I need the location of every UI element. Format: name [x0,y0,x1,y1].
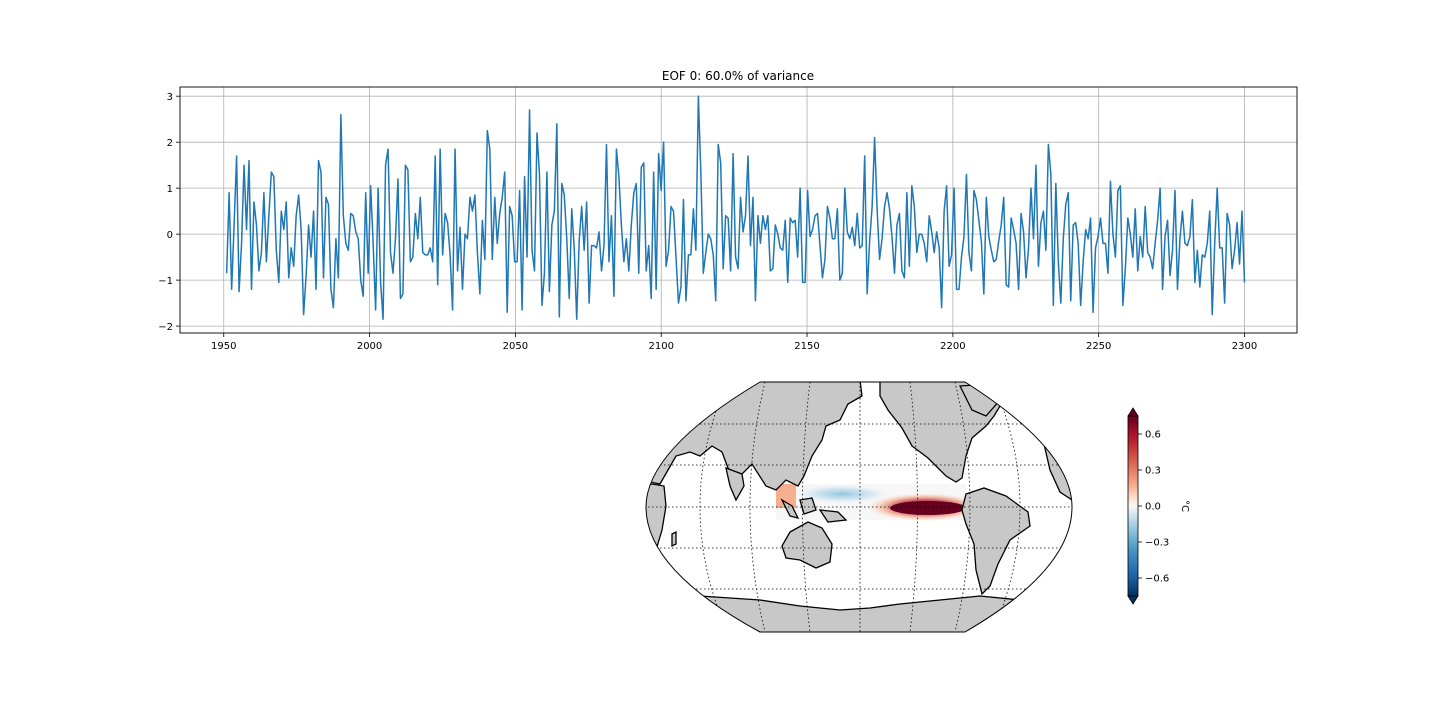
x-tick-label: 2300 [1232,341,1257,352]
x-tick-label: 2200 [940,341,965,352]
plot-frame [179,86,1298,334]
axis-ticks: 1950 2000 2050 2100 2150 2200 2250 2300 −2 −1 0 1 2 3 [158,92,1257,352]
land-australia [781,521,833,569]
land-new-guinea [818,509,848,523]
land-india [725,466,745,502]
x-tick-label: 2250 [1086,341,1111,352]
land-south-america [961,487,1031,596]
land-sumatra [780,498,800,519]
y-tick-label: −2 [158,322,173,333]
colorbar-label: °C [1179,500,1190,512]
land-madagascar [671,530,677,548]
eof-pc-series [225,95,1246,320]
land-borneo [799,497,817,515]
x-tick-label: 2000 [357,341,382,352]
graticule [646,382,1072,632]
chart-title: EOF 0: 60.0% of variance [662,69,814,83]
y-tick-label: 2 [167,138,173,149]
x-tick-label: 1950 [211,341,236,352]
colorbar-body [1127,415,1139,597]
colorbar-tick-label: 0.3 [1145,466,1161,477]
colorbar-tick-label: −0.6 [1145,574,1169,585]
colorbar-min-extension [1127,595,1139,605]
y-tick-label: 0 [167,230,173,241]
x-tick-label: 2100 [648,341,673,352]
map-outline [645,381,1073,633]
x-tick-label: 2150 [794,341,819,352]
colorbar-ticks: 0.6 0.3 0.0 −0.3 −0.6 [1138,430,1169,585]
colorbar-tick-label: −0.3 [1145,538,1169,549]
eof-timeseries-chart: EOF 0: 60.0% of variance 1950 2000 2050 210… [158,69,1298,352]
colorbar-tick-label: 0.6 [1145,430,1161,441]
eof-spatial-map: 0.6 0.3 0.0 −0.3 −0.6 °C [645,381,1190,633]
series-line [225,95,1246,320]
colorbar-max-extension [1127,407,1139,417]
y-tick-label: 3 [167,92,173,103]
warm-anomaly-core [890,501,966,515]
x-tick-label: 2050 [503,341,528,352]
colorbar: 0.6 0.3 0.0 −0.3 −0.6 °C [1127,407,1190,605]
maritime-warm-patch [776,484,796,508]
grid-lines [180,87,1297,333]
y-tick-label: −1 [158,276,173,287]
y-tick-label: 1 [167,184,173,195]
cool-anomaly [792,484,892,504]
colorbar-tick-label: 0.0 [1145,502,1161,513]
